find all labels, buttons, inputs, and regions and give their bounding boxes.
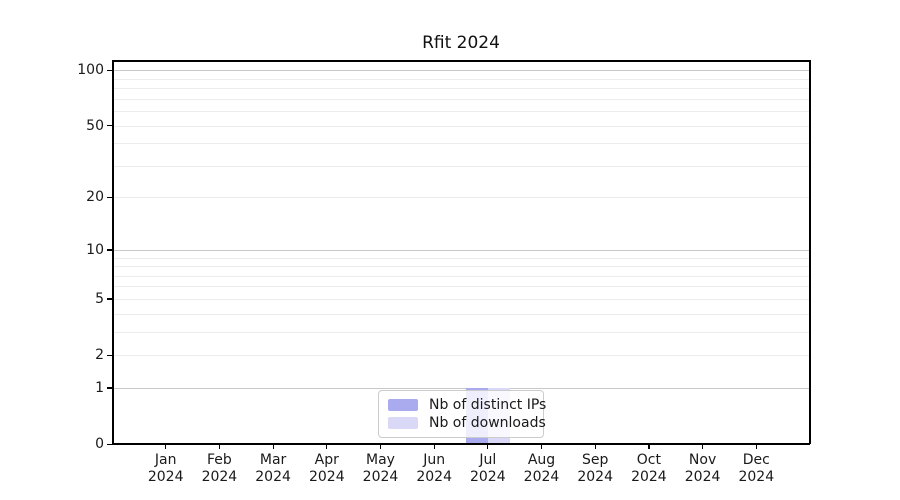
- y-axis-tick: [107, 387, 112, 389]
- x-axis-tick: [594, 444, 596, 449]
- gridline-minor: [113, 355, 809, 356]
- y-axis-tick: [107, 125, 112, 127]
- gridline-minor: [113, 313, 809, 315]
- gridline-minor: [113, 98, 809, 100]
- gridline-minor: [113, 197, 809, 199]
- y-axis-tick-label: 100: [77, 62, 104, 79]
- gridline-minor: [113, 286, 809, 288]
- gridline-minor: [113, 257, 809, 259]
- x-axis-tick: [540, 444, 543, 449]
- spine-left: [112, 60, 114, 444]
- x-axis-tick-label: Dec 2024: [738, 452, 775, 485]
- y-axis-tick-label: 2: [95, 347, 104, 363]
- y-axis-tick-label: 1: [95, 379, 104, 396]
- x-axis-tick: [648, 444, 650, 449]
- gridline-minor: [113, 331, 809, 333]
- x-axis-tick: [433, 444, 435, 449]
- chart-title: Rfit 2024: [422, 33, 500, 53]
- x-axis-tick-label: Mar 2024: [255, 452, 291, 485]
- y-axis-tick-label: 10: [86, 241, 104, 258]
- x-axis-tick-label: Jan 2024: [147, 452, 184, 485]
- y-axis-tick-label: 0: [95, 436, 104, 452]
- legend-item-downloads: Nb of downloads: [388, 415, 546, 431]
- x-axis-tick-label: Aug 2024: [523, 452, 560, 485]
- legend-label-distinct-ips: Nb of distinct IPs: [429, 397, 547, 413]
- y-axis-tick-label: 5: [95, 290, 104, 307]
- gridline-minor: [113, 165, 809, 167]
- gridline-major: [113, 70, 809, 72]
- gridline-minor: [113, 78, 809, 80]
- x-axis-tick-label: Jun 2024: [416, 452, 452, 485]
- x-axis-tick-label: Jul 2024: [469, 452, 506, 485]
- gridline-minor: [113, 111, 809, 112]
- x-axis-tick: [272, 444, 274, 449]
- spine-right: [809, 60, 811, 444]
- x-axis-tick: [755, 444, 757, 449]
- y-axis-tick: [107, 298, 112, 300]
- x-axis-tick: [218, 444, 221, 449]
- legend-label-downloads: Nb of downloads: [429, 415, 546, 431]
- x-axis-tick-label: Feb 2024: [201, 452, 238, 485]
- legend-swatch-downloads: [388, 417, 418, 429]
- legend: Nb of distinct IPs Nb of downloads: [378, 390, 546, 438]
- x-axis-tick: [487, 444, 489, 449]
- y-axis-tick: [107, 354, 112, 356]
- x-axis-tick-label: Sep 2024: [577, 452, 613, 485]
- y-axis-tick: [107, 443, 112, 445]
- x-axis-tick-label: Nov 2024: [684, 452, 721, 485]
- gridline-minor: [113, 275, 809, 277]
- spine-top: [112, 60, 810, 62]
- gridline-minor: [113, 266, 809, 267]
- y-axis-tick: [107, 249, 112, 251]
- x-axis-tick: [379, 444, 382, 449]
- x-axis-tick-label: Apr 2024: [308, 452, 345, 485]
- gridline-minor: [113, 143, 809, 145]
- spine-bottom: [112, 443, 810, 445]
- gridline-minor: [113, 88, 809, 89]
- x-axis-tick-label: Oct 2024: [631, 452, 667, 485]
- y-axis-tick-label: 50: [86, 117, 104, 134]
- y-axis-tick-label: 20: [86, 189, 104, 206]
- y-axis-tick: [107, 69, 112, 71]
- legend-item-distinct-ips: Nb of distinct IPs: [388, 397, 546, 413]
- gridline-major: [113, 249, 809, 251]
- legend-swatch-distinct-ips: [388, 399, 418, 411]
- y-axis-tick: [107, 196, 112, 199]
- gridline-minor: [113, 298, 809, 300]
- gridline-minor: [113, 125, 809, 127]
- x-axis-tick: [326, 444, 328, 449]
- x-axis-tick-label: May 2024: [362, 452, 399, 485]
- x-axis-tick: [165, 444, 167, 449]
- x-axis-tick: [702, 444, 704, 449]
- gridline-major: [113, 387, 809, 389]
